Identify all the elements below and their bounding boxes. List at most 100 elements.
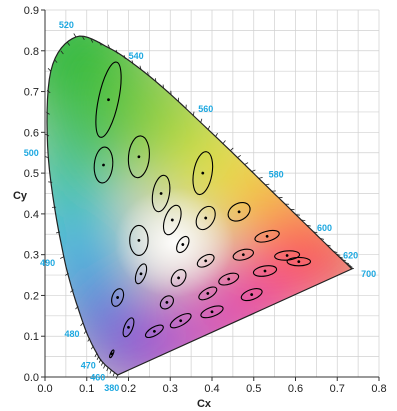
y-tick-label: 0.7 [24, 87, 39, 99]
locus-tick [100, 361, 104, 366]
locus-tick [192, 111, 195, 116]
locus-tick [54, 59, 58, 63]
locus-tick [131, 60, 134, 65]
ellipse-center [107, 98, 110, 102]
ellipse-center [265, 234, 269, 238]
y-tick-label: 0.4 [24, 209, 39, 221]
spectral-locus [46, 35, 354, 376]
locus-tick [46, 111, 50, 115]
macadam-ellipse [93, 146, 114, 184]
ellipse-center [241, 253, 245, 257]
ellipse-center [137, 238, 141, 242]
ellipse-center [206, 291, 210, 295]
macadam-ellipse [252, 265, 278, 277]
locus-tick [75, 305, 79, 310]
macadam-ellipse [227, 201, 251, 222]
wavelength-label: 460 [90, 373, 105, 383]
locus-tick [47, 68, 52, 72]
locus-tick [103, 364, 106, 369]
locus-tick [147, 71, 149, 76]
macadam-ellipse [169, 313, 192, 329]
locus-tick [258, 176, 263, 179]
locus-tick [301, 219, 306, 222]
macadam-ellipse [111, 288, 125, 307]
macadam-ellipse [192, 151, 214, 196]
wavelength-label: 490 [40, 258, 55, 268]
locus-tick [200, 118, 203, 123]
locus-tick [60, 50, 64, 55]
ellipse-center [263, 269, 267, 273]
wavelength-label: 560 [198, 104, 213, 114]
ellipse-outline [254, 229, 280, 243]
wavelength-label: 600 [317, 223, 332, 233]
ellipse-outline [144, 324, 164, 339]
x-tick-label: 0.1 [79, 383, 94, 395]
y-axis-title: Cy [13, 190, 28, 202]
locus-tick [346, 263, 351, 266]
macadam-ellipse [129, 224, 149, 256]
locus-tick [99, 41, 102, 46]
macadam-ellipse [170, 268, 187, 287]
macadam-ellipse [198, 286, 218, 301]
y-tick-label: 0.9 [24, 5, 39, 17]
ellipse-center [152, 329, 156, 333]
ellipse-center [165, 300, 169, 304]
ellipse-outline [95, 61, 122, 138]
macadam-ellipse [218, 272, 240, 286]
ellipse-center [116, 296, 119, 299]
ellipse-outline [134, 263, 148, 285]
y-tick-label: 0.5 [24, 168, 39, 180]
locus-tick [350, 266, 355, 270]
macadam-ellipse [144, 324, 164, 339]
x-axis-ticks: 0.0 0.1 0.2 0.3 0.4 0.5 0.6 0.7 0.8 [37, 377, 387, 395]
locus-tick [48, 181, 53, 183]
ellipse-outline [200, 305, 224, 319]
ellipse-center [204, 216, 208, 220]
ellipse-center [137, 155, 141, 159]
y-axis-ticks: 0.0 0.1 0.2 0.3 0.4 0.5 0.6 0.7 0.8 0.9 [24, 5, 45, 384]
locus-tick [112, 372, 115, 377]
locus-tick [139, 65, 142, 70]
locus-tick [73, 33, 77, 38]
macadam-ellipse [95, 61, 122, 138]
locus-tick [265, 183, 270, 186]
y-tick-label: 0.2 [24, 290, 39, 302]
locus-tick [339, 256, 344, 259]
y-tick-label: 0.8 [24, 46, 39, 58]
locus-tick [115, 49, 118, 54]
ellipse-center [250, 293, 254, 297]
macadam-ellipse [254, 229, 280, 243]
x-tick-label: 0.5 [246, 383, 261, 395]
locus-tick [107, 44, 111, 49]
locus-tick [60, 256, 64, 259]
x-tick-label: 0.4 [204, 383, 219, 395]
ellipse-center [201, 171, 205, 175]
macadam-ellipse [195, 205, 216, 231]
locus-tick [83, 330, 87, 334]
macadam-ellipse [200, 305, 224, 319]
locus-tick [215, 132, 218, 137]
wavelength-label: 520 [59, 20, 74, 30]
ellipse-center [285, 254, 289, 257]
locus-tick [333, 251, 338, 254]
locus-tick [342, 259, 347, 262]
macadam-ellipse [176, 235, 190, 254]
locus-tick [154, 78, 157, 83]
wavelength-label: 580 [269, 170, 284, 180]
locus-tick [106, 367, 109, 372]
x-tick-label: 0.6 [288, 383, 303, 395]
ellipse-outline [195, 205, 216, 231]
wavelength-label: 470 [81, 361, 96, 371]
locus-tick [96, 356, 100, 360]
locus-tick [80, 322, 84, 327]
macadam-ellipse [127, 135, 150, 179]
ellipse-center [210, 310, 214, 314]
ellipse-outline [122, 317, 135, 338]
locus-tick [94, 353, 98, 358]
ellipse-outline [252, 265, 278, 277]
wavelength-label: 620 [343, 251, 358, 261]
ellipse-center [204, 259, 208, 263]
macadam-ellipse [196, 253, 215, 268]
ellipse-outline [93, 146, 114, 184]
